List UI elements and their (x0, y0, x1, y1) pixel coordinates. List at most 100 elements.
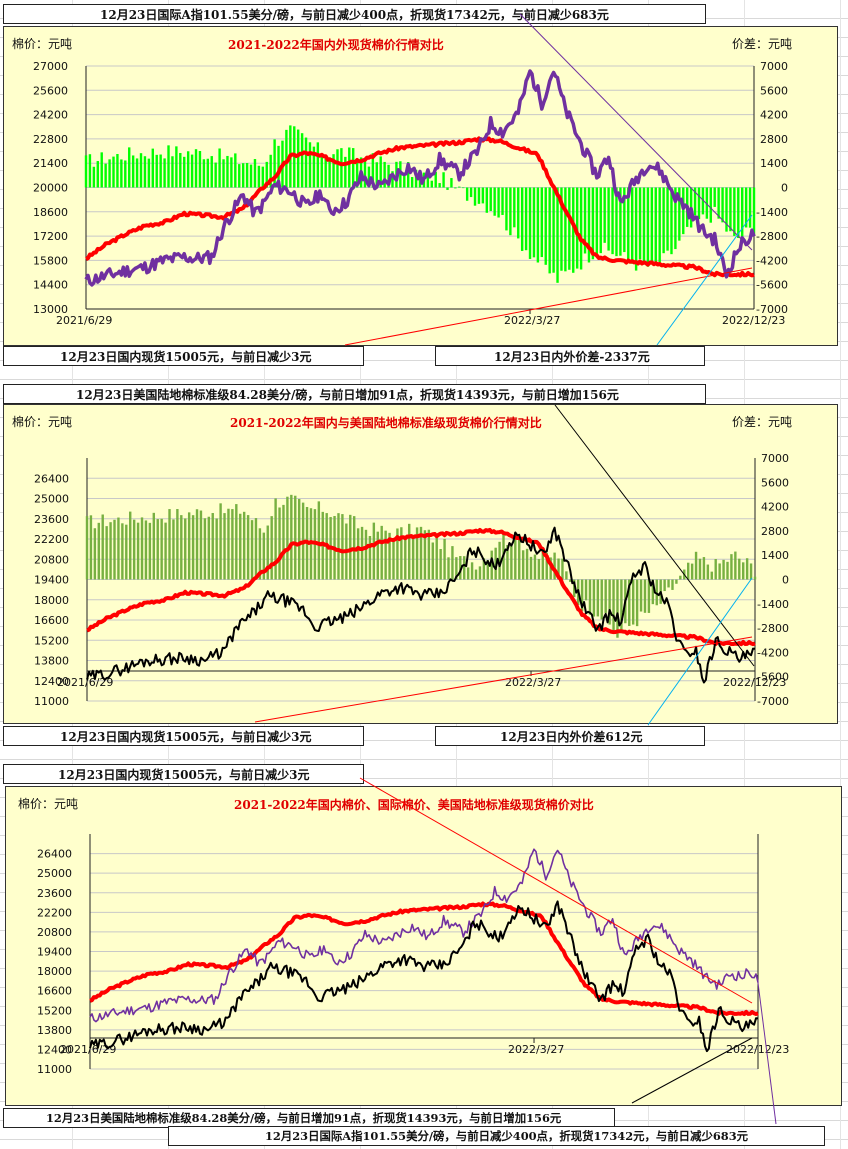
spread-bar (286, 496, 289, 580)
spread-bar (277, 145, 280, 188)
spread-bar (710, 571, 713, 580)
y-tick-label: 14400 (33, 279, 68, 292)
spread-bar (246, 515, 250, 580)
spread-bar (501, 187, 504, 215)
y-tick-label: 22800 (33, 133, 68, 146)
chart-title: 2021-2022年国内与美国陆地棉标准级现货棉价行情对比 (230, 416, 542, 430)
y-tick-label: 17200 (33, 230, 68, 243)
y-axis-label: 棉价：元吨 (12, 415, 73, 429)
spread-bar (121, 523, 124, 580)
spread-bar (474, 569, 478, 580)
spread-bar (741, 187, 744, 237)
spread-bar (176, 509, 179, 580)
spread-bar (722, 559, 725, 580)
caption-text: 12月23日国内现货15005元，与前日减少3元 (60, 349, 312, 364)
caption-intl-a-index: 12月23日国际A指101.55美分/磅，与前日减少400点，折现货17342元… (168, 1126, 825, 1146)
spread-bar (705, 187, 709, 219)
y-tick-label: 19400 (34, 574, 69, 587)
x-tick-label: 2022/3/27 (504, 314, 560, 327)
spread-bar (564, 187, 567, 272)
spread-bar (532, 187, 536, 258)
caption-domestic-price: 12月23日国内现货15005元，与前日减少3元 (3, 346, 364, 366)
x-tick-label: 2022/12/23 (722, 314, 785, 327)
spread-bar (646, 187, 650, 267)
spread-bar (643, 579, 647, 613)
spread-bar (683, 569, 686, 580)
spread-bar (266, 525, 269, 580)
spread-bar (304, 137, 308, 188)
spread-bar (478, 566, 482, 580)
spread-bar (211, 513, 214, 580)
spread-bar (199, 510, 203, 580)
spread-bar (203, 518, 207, 580)
spread-bar (355, 159, 359, 188)
spread-bar (109, 522, 112, 580)
spread-bar (693, 187, 697, 216)
spread-bar (180, 515, 183, 580)
y-tick-label: 13800 (37, 1024, 72, 1037)
caption-text: 12月23日国际A指101.55美分/磅，与前日减少400点，折现货17342元… (265, 1129, 749, 1143)
caption-us-upland: 12月23日美国陆地棉标准级84.28美分/磅，与前日增加91点，折现货1439… (3, 384, 706, 404)
spread-bar (462, 187, 465, 189)
y-tick-label: 20800 (34, 553, 69, 566)
spread-bar (112, 156, 115, 188)
caption-intl-a-index: 12月23日国际A指101.55美分/磅，与前日减少400点，折现货17342元… (3, 4, 706, 24)
y-tick-label: 13000 (33, 303, 68, 316)
spread-bar (455, 557, 458, 580)
spread-bar (642, 187, 646, 264)
spread-bar (186, 151, 190, 188)
spread-bar (701, 187, 705, 215)
y2-tick-label: -5600 (756, 279, 788, 292)
y-tick-label: 11000 (37, 1063, 72, 1076)
spread-bar (250, 520, 254, 580)
spread-bar (451, 546, 454, 580)
spread-bar (469, 187, 473, 198)
spread-bar (411, 536, 415, 580)
spread-bar (498, 541, 501, 580)
y-tick-label: 19400 (37, 946, 72, 959)
caption-spread: 12月23日内外价差-2337元 (435, 346, 705, 366)
spread-bar (239, 513, 242, 580)
spread-bar (631, 579, 635, 625)
spread-bar (438, 183, 441, 188)
y-tick-label: 25000 (34, 493, 69, 506)
spread-bar (537, 559, 541, 580)
spread-bar (400, 527, 403, 580)
spread-bar (198, 151, 202, 188)
y-tick-label: 27000 (33, 60, 68, 73)
spread-bar (117, 517, 120, 580)
spread-bar (274, 498, 277, 580)
x-tick-label: 2022/12/23 (726, 1043, 789, 1056)
spread-bar (466, 567, 470, 580)
spread-bar (187, 512, 191, 580)
y2-tick-label: 0 (782, 574, 789, 587)
spread-bar (151, 148, 154, 188)
spread-bar (258, 528, 262, 580)
spread-bar (379, 156, 382, 188)
spread-bar (265, 161, 268, 188)
spread-bar (96, 161, 99, 188)
caption-text: 12月23日美国陆地棉标准级84.28美分/磅，与前日增加91点，折现货1439… (46, 1111, 562, 1125)
spread-bar (443, 538, 446, 580)
caption-text: 12月23日国内现货15005元，与前日减少3元 (58, 767, 310, 782)
spread-bar (733, 187, 736, 236)
spread-bar (473, 187, 477, 206)
spread-bar (155, 154, 158, 188)
spread-bar (172, 519, 175, 580)
chart-three-way-comparison: 棉价：元吨 2021-2022年国内棉价、国际棉价、美国陆地标准级现货棉价对比 … (5, 786, 842, 1106)
spread-bar (131, 155, 135, 188)
spread-bar (269, 154, 272, 188)
spread-bar (261, 166, 265, 188)
spread-bar (388, 532, 391, 580)
chart-domestic-vs-international: 棉价：元吨 价差：元吨 2021-2022年国内外现货棉价行情对比 27000 2… (3, 26, 838, 346)
spread-bar (190, 154, 194, 188)
spread-bar (485, 187, 488, 213)
spread-bar (654, 187, 657, 266)
spread-bar (139, 153, 143, 188)
spread-bar (725, 187, 728, 232)
spread-bar (748, 187, 752, 228)
spread-bar (143, 156, 147, 188)
series-line-international (84, 69, 756, 287)
spread-bar (191, 515, 195, 580)
spread-bar (717, 187, 720, 219)
